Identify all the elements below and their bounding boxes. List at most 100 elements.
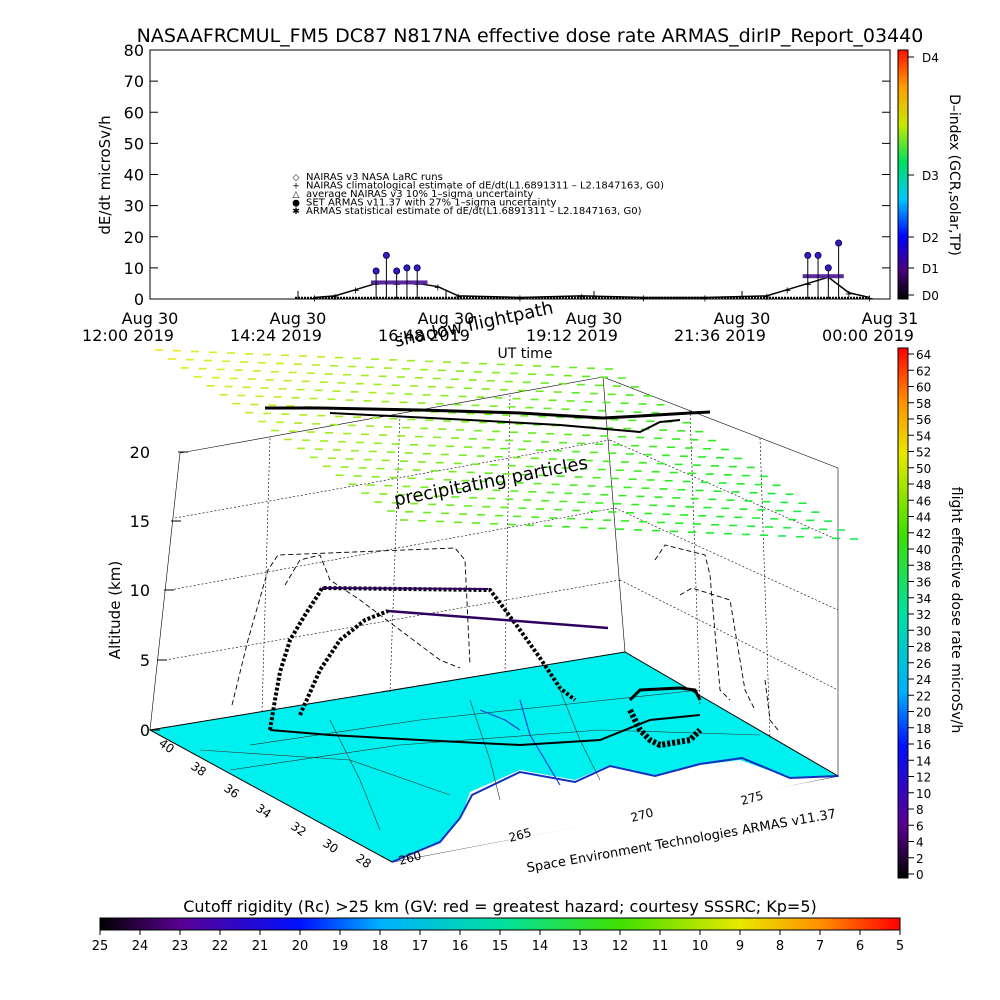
- baseline-point: [367, 296, 369, 299]
- baseline-point: [298, 296, 300, 299]
- baseline-point: [484, 296, 486, 299]
- baseline-point: [445, 296, 447, 299]
- d-index-ticks: D0 D1 D2 D3 D4: [908, 51, 939, 303]
- cutoff-rigidity-tick-label: 5: [896, 939, 904, 954]
- baseline-point: [469, 296, 471, 299]
- baseline-point: [781, 296, 783, 299]
- armas-point: [393, 267, 401, 275]
- baseline-point: [769, 296, 771, 299]
- baseline-point: [775, 296, 777, 299]
- map-grid-walls: [149, 376, 839, 776]
- baseline-point: [607, 296, 609, 299]
- nairas-point: +: [351, 286, 359, 297]
- top-y-tick-label: 50: [124, 134, 144, 153]
- d-index-tick-label: D2: [922, 231, 939, 245]
- cutoff-rigidity-ticks: 25 24 23 22 21 20 19 18 17 16 15 14 13 12 11 10 9 8 7 6 5: [92, 930, 904, 954]
- legend-symbol: +: [292, 182, 300, 192]
- top-y-tick-label: 70: [124, 72, 144, 91]
- baseline-point: [415, 296, 417, 299]
- baseline-point: [820, 296, 822, 299]
- dose-rate-tick-label: 30: [916, 624, 931, 638]
- baseline-point: [568, 296, 570, 299]
- baseline-point: [475, 296, 477, 299]
- dose-rate-colorbar-ticks: 0246810121416182022242628303234363840424…: [908, 348, 931, 882]
- dose-rate-tick-label: 52: [916, 446, 931, 460]
- baseline-point: [355, 296, 357, 299]
- baseline-point: [559, 296, 561, 299]
- cutoff-rigidity-tick-label: 12: [612, 939, 629, 954]
- baseline-point: [790, 296, 792, 299]
- baseline-point: [394, 296, 396, 299]
- dose-rate-tick-label: 28: [916, 641, 931, 655]
- baseline-point: [793, 296, 795, 299]
- altitude-axis-label: Altitude (km): [106, 561, 124, 659]
- baseline-point: [349, 296, 351, 299]
- top-data-marks: + +++ + + ++ + + + + +++++ +: [295, 239, 874, 304]
- baseline-point: [598, 296, 600, 299]
- d-index-tick-label: D0: [922, 289, 939, 303]
- dose-rate-tick-label: 12: [916, 771, 931, 785]
- baseline-point: [748, 296, 750, 299]
- cutoff-rigidity-tick-label: 10: [692, 939, 709, 954]
- dose-rate-tick-label: 2: [916, 852, 924, 866]
- baseline-point: [325, 296, 327, 299]
- legend-symbol: ●: [292, 199, 300, 209]
- baseline-point: [352, 296, 354, 299]
- dose-rate-tick-label: 20: [916, 706, 931, 720]
- baseline-point: [760, 296, 762, 299]
- nairas-point: +: [865, 293, 873, 304]
- baseline-point: [493, 296, 495, 299]
- baseline-point: [331, 296, 333, 299]
- baseline-point: [616, 296, 618, 299]
- baseline-point: [370, 296, 372, 299]
- latitude-tick-label: 30: [320, 836, 341, 856]
- baseline-point: [457, 296, 459, 299]
- dose-rate-tick-label: 32: [916, 608, 931, 622]
- dose-rate-tick-label: 56: [916, 413, 931, 427]
- baseline-point: [499, 296, 501, 299]
- nairas-point: +: [845, 289, 853, 300]
- altitude-tick-label: 10: [130, 581, 150, 600]
- baseline-point: [850, 296, 852, 299]
- baseline-point: [589, 296, 591, 299]
- latitude-tick-label: 32: [288, 819, 309, 839]
- d-index-tick-label: D4: [922, 51, 939, 65]
- baseline-point: [313, 296, 315, 299]
- cutoff-rigidity-tick-label: 14: [532, 939, 549, 954]
- top-x-axis-label: UT time: [498, 346, 553, 362]
- baseline-point: [853, 296, 855, 299]
- cutoff-rigidity-label: Cutoff rigidity (Rc) >25 km (GV: red = g…: [183, 897, 817, 916]
- map-rivers: [479, 699, 561, 786]
- nairas-point: +: [310, 293, 318, 304]
- baseline-point: [574, 296, 576, 299]
- baseline-point: [409, 296, 411, 299]
- altitude-tick-label: 15: [130, 512, 150, 531]
- map-state-lines: [199, 689, 761, 831]
- shadow-flightpath: [231, 544, 779, 731]
- baseline-point: [610, 296, 612, 299]
- armas-point: [413, 264, 421, 272]
- baseline-point: [454, 296, 456, 299]
- baseline-point: [433, 296, 435, 299]
- top-y-tick-label: 30: [124, 197, 144, 216]
- baseline-point: [487, 296, 489, 299]
- dose-rate-tick-label: 42: [916, 527, 931, 541]
- top-x-tick-label-date: Aug 30: [270, 309, 327, 328]
- nairas-point: +: [701, 293, 709, 304]
- baseline-point: [733, 296, 735, 299]
- baseline-point: [421, 296, 423, 299]
- baseline-point: [766, 296, 768, 299]
- armas-point: [824, 264, 832, 272]
- baseline-point: [427, 296, 429, 299]
- cutoff-rigidity-tick-label: 11: [652, 939, 669, 954]
- baseline-point: [451, 296, 453, 299]
- baseline-point: [727, 296, 729, 299]
- dose-rate-tick-label: 8: [916, 803, 924, 817]
- cutoff-rigidity-tick-label: 23: [172, 939, 189, 954]
- baseline-point: [784, 296, 786, 299]
- baseline-point: [328, 296, 330, 299]
- baseline-point: [334, 296, 336, 299]
- dose-rate-tick-label: 16: [916, 738, 931, 752]
- nairas-point: +: [762, 292, 770, 303]
- top-x-tick-label-date: Aug 30: [566, 309, 623, 328]
